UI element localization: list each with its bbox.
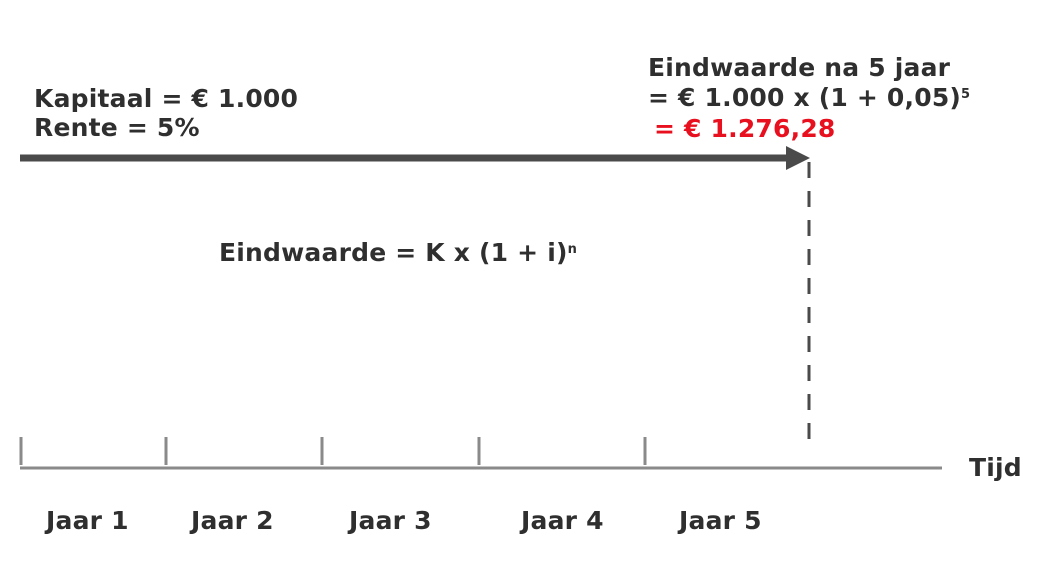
end-value-heading: Eindwaarde na 5 jaar <box>648 53 951 82</box>
formula: Eindwaarde = K x (1 + i)n <box>219 238 577 268</box>
end-value-calculation-base: = € 1.000 x (1 + 0,05) <box>648 83 962 112</box>
year-label-1: Jaar 1 <box>46 506 129 535</box>
formula-exponent: n <box>567 242 578 257</box>
year-label-4: Jaar 4 <box>521 506 604 535</box>
time-axis-label: Tijd <box>969 453 1022 482</box>
year-label-3: Jaar 3 <box>349 506 432 535</box>
year-label-5: Jaar 5 <box>679 506 762 535</box>
year-label-2: Jaar 2 <box>191 506 274 535</box>
formula-base: Eindwaarde = K x (1 + i) <box>219 238 568 267</box>
end-value-calculation: = € 1.000 x (1 + 0,05)5 <box>648 83 970 113</box>
end-value-answer: = € 1.276,28 <box>654 114 836 143</box>
capital-growth-arrowhead <box>786 146 810 170</box>
rente-label: Rente = 5% <box>34 113 200 142</box>
kapitaal-label: Kapitaal = € 1.000 <box>34 84 299 113</box>
end-value-calculation-exponent: 5 <box>961 87 971 102</box>
